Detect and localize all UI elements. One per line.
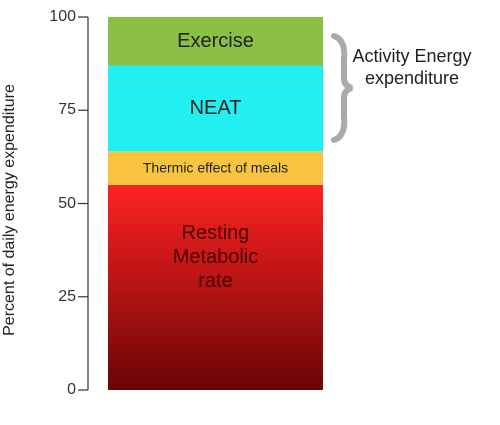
brace	[331, 33, 353, 143]
segment-label: Exercise	[177, 30, 254, 53]
bar-segment	[108, 184, 323, 390]
y-tick-label: 25	[58, 287, 76, 305]
bar-segment	[108, 17, 323, 66]
bar-segment	[108, 151, 323, 185]
y-tick-label: 0	[67, 381, 76, 398]
y-tick-label: 75	[58, 101, 76, 119]
segment-label: Thermic effect of meals	[142, 159, 289, 176]
bar-segment	[108, 65, 323, 152]
y-tick-label: 100	[49, 8, 76, 25]
segment-label: Resting Metabolic rate	[172, 222, 259, 293]
segment-label: NEAT	[189, 97, 242, 120]
annotation: Activity Energy expenditure	[352, 46, 472, 88]
y-tick-label: 50	[58, 194, 76, 212]
y-axis-label: Percent of daily energy expenditure	[1, 84, 18, 336]
